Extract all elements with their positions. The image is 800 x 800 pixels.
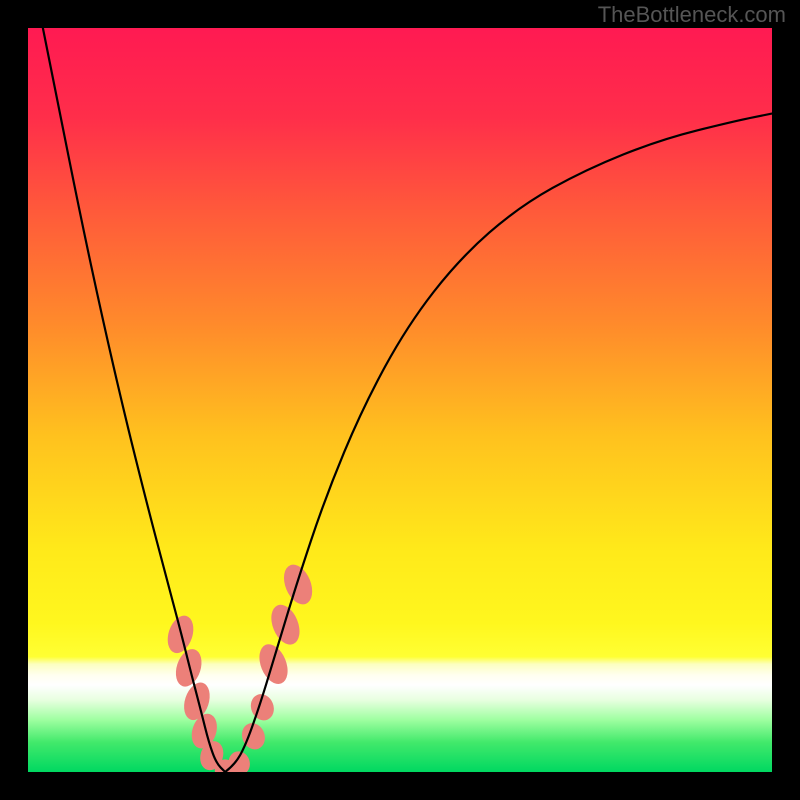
blob-marker	[254, 640, 293, 688]
chart-frame: TheBottleneck.com	[0, 0, 800, 800]
blob-marker	[279, 560, 318, 608]
curve-right-branch	[225, 114, 772, 772]
curve-layer	[28, 28, 772, 772]
blob-marker	[266, 601, 305, 649]
plot-area	[28, 28, 772, 772]
watermark-text: TheBottleneck.com	[598, 2, 786, 28]
